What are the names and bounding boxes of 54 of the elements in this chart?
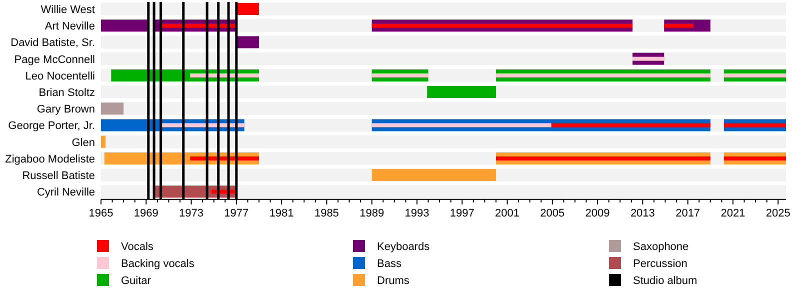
y-tick-label: Leo Nocentelli [25, 70, 95, 82]
bar [236, 36, 259, 48]
y-tick-label: Willie West [40, 4, 95, 16]
y-tick-label: Zigaboo Modeliste [5, 153, 95, 166]
y-tick-label: Brian Stoltz [38, 87, 95, 99]
x-tick-label: 2017 [676, 207, 700, 220]
x-tick-label: 1989 [360, 207, 384, 220]
bar [724, 73, 786, 78]
legend-label: Saxophone [633, 241, 689, 253]
y-tick-label: Cyril Neville [36, 186, 95, 199]
x-tick-label: 2021 [720, 207, 746, 220]
legend-label: Bass [377, 258, 402, 270]
x-tick-label: 1981 [269, 207, 294, 220]
legend-label: Keyboards [377, 241, 430, 253]
bar [496, 73, 710, 78]
bar [101, 20, 148, 32]
bar [496, 156, 710, 160]
bar [101, 102, 124, 115]
x-tick-label: 1973 [179, 207, 204, 220]
y-tick-label: Art Neville [44, 20, 95, 33]
legend-label: Percussion [633, 258, 688, 270]
bar [427, 86, 496, 98]
x-tick-label: 1997 [450, 207, 474, 220]
x-tick-label: 1977 [224, 207, 249, 220]
x-tick-label: 2005 [540, 207, 565, 220]
bar [664, 24, 694, 28]
legend-label: Studio album [633, 275, 698, 287]
x-tick-label: 1965 [88, 207, 114, 220]
bar [372, 169, 496, 181]
legend-label: Guitar [121, 275, 152, 287]
legend-label: Backing vocals [121, 258, 195, 270]
legend-label: Vocals [121, 241, 154, 253]
bar [632, 56, 664, 61]
legend-label: Drums [377, 275, 410, 287]
x-tick-label: 1969 [134, 207, 158, 220]
x-tick-label: 1993 [404, 207, 430, 220]
bar [372, 24, 633, 28]
y-tick-label: George Porter, Jr. [8, 120, 95, 132]
y-tick-label: Page McConnell [14, 54, 95, 66]
bar [372, 123, 552, 128]
bar [724, 156, 786, 160]
x-tick-label: 2001 [495, 207, 520, 220]
x-tick-label: 2025 [766, 207, 790, 220]
y-tick-label: David Batiste, Sr. [10, 37, 95, 50]
bar [101, 136, 106, 148]
bar [724, 123, 786, 128]
y-tick-label: Gary Brown [36, 104, 95, 116]
bar [551, 123, 710, 128]
x-tick-label: 2013 [630, 207, 655, 220]
y-tick-label: Glen [72, 136, 95, 149]
y-tick-label: Russell Batiste [22, 170, 95, 182]
x-tick-label: 1985 [314, 207, 339, 220]
x-tick-label: 2009 [585, 207, 610, 220]
bar [372, 73, 428, 78]
